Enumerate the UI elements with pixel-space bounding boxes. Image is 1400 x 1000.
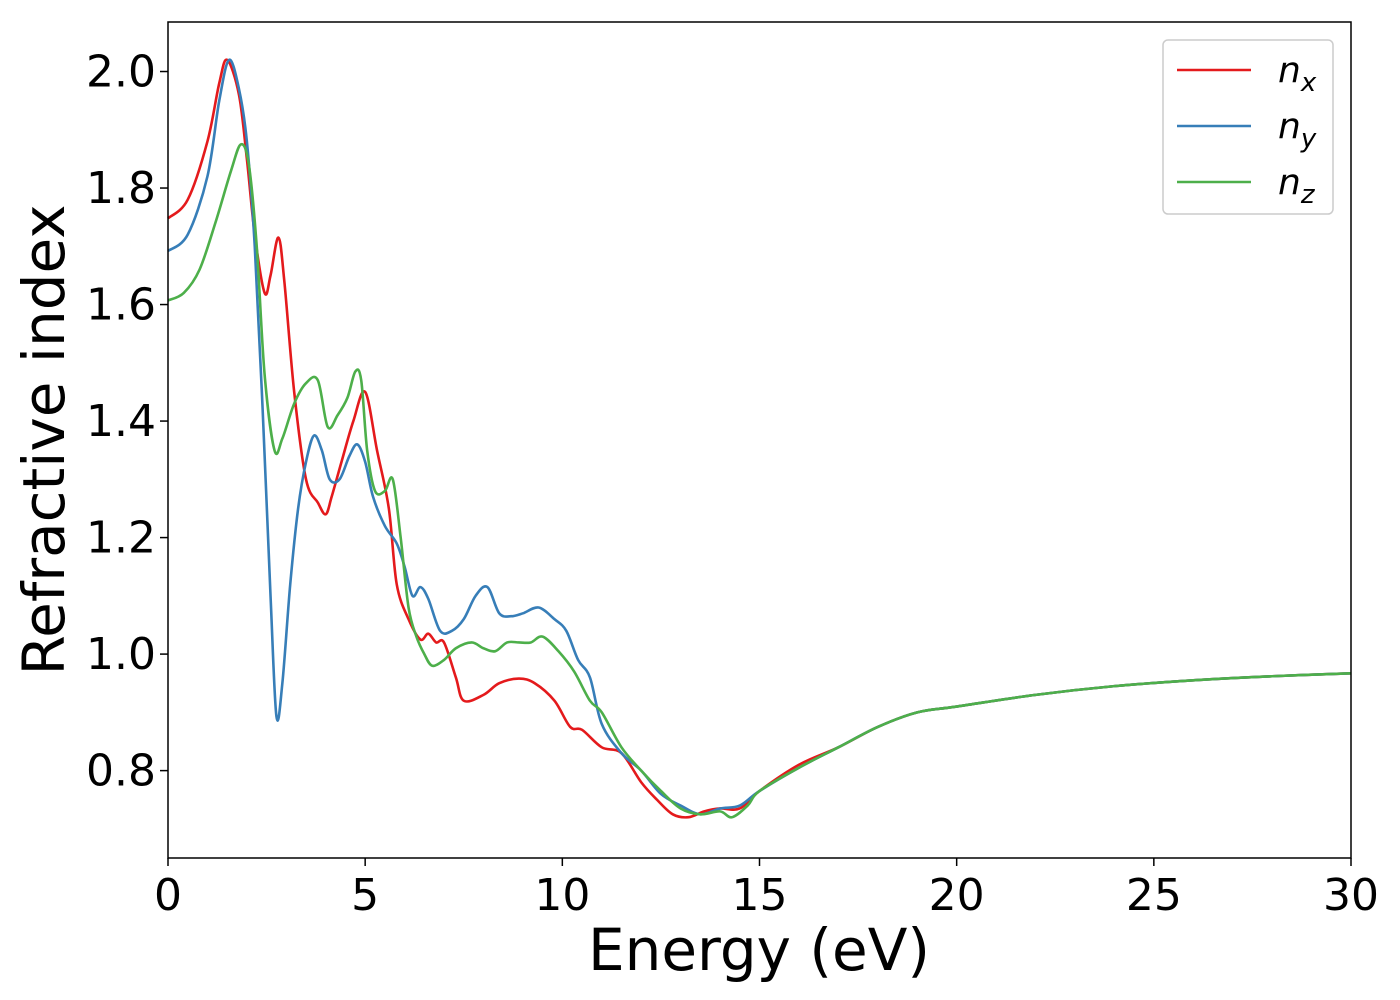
y-tick-label: 1.4 [86, 396, 156, 447]
y-tick-label: 2.0 [86, 47, 156, 98]
series-line-x [167, 58, 1352, 819]
x-tick-label: 5 [351, 870, 379, 921]
y-axis-label: Refractive index [10, 204, 78, 675]
x-axis-label: Energy (eV) [588, 916, 930, 984]
x-tick-label: 25 [1126, 870, 1182, 921]
y-tick-label: 1.8 [86, 163, 156, 214]
legend: nx ny nz [1162, 39, 1334, 215]
y-tick-label: 0.8 [86, 746, 156, 797]
x-tick-label: 0 [154, 870, 182, 921]
y-axis-ticks: 0.8 1.0 1.2 1.4 1.6 1.8 2.0 [86, 47, 168, 797]
x-axis-ticks: 0 5 10 15 20 25 30 [154, 858, 1379, 921]
x-tick-label: 20 [929, 870, 985, 921]
series-layer [167, 58, 1352, 819]
y-tick-label: 1.2 [86, 513, 156, 564]
x-tick-label: 10 [534, 870, 590, 921]
x-tick-label: 15 [732, 870, 788, 921]
legend-label-z: nz [1278, 162, 1316, 210]
legend-label-y: ny [1278, 106, 1317, 154]
y-tick-label: 1.6 [86, 280, 156, 331]
series-line-z [167, 142, 1352, 819]
legend-label-x: nx [1278, 50, 1317, 98]
x-tick-label: 30 [1323, 870, 1379, 921]
y-tick-label: 1.0 [86, 629, 156, 680]
